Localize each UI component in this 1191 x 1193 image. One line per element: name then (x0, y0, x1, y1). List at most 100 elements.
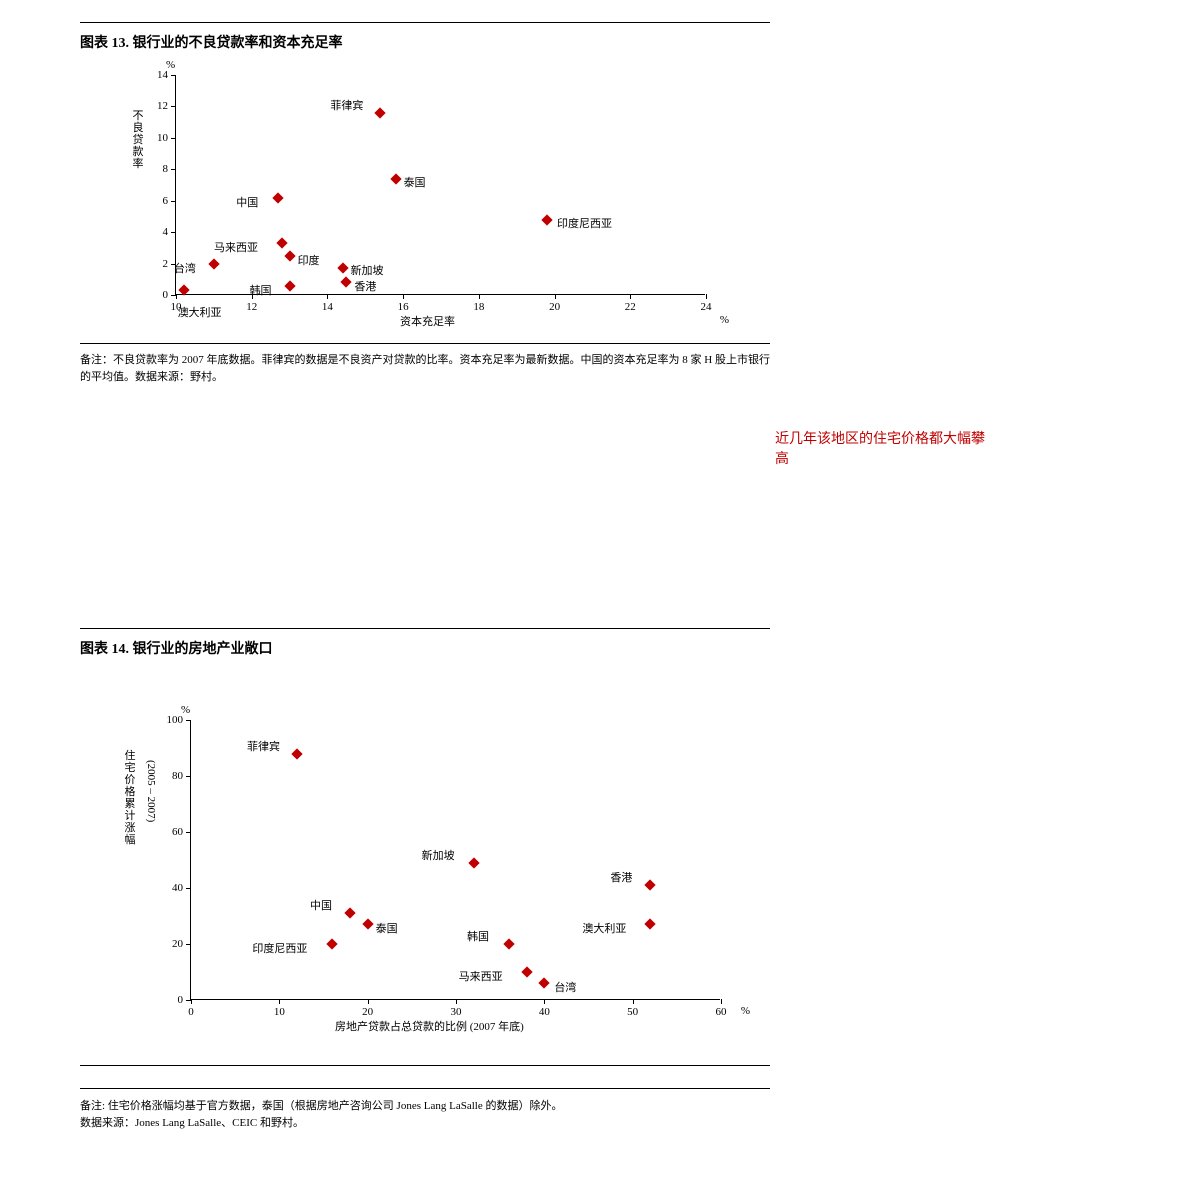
y-tick-label: 8 (163, 163, 169, 175)
y-tick-label: 0 (178, 994, 184, 1006)
x-tick-label: 18 (473, 301, 484, 313)
x-tick-label: 10 (274, 1006, 285, 1018)
data-marker (390, 173, 401, 184)
x-tick-label: 30 (451, 1006, 462, 1018)
y-tick-label: 2 (163, 258, 169, 270)
hr-chart2-bottom2 (80, 1088, 770, 1089)
y-tick (171, 169, 176, 170)
hr-chart2-top (80, 628, 770, 629)
data-label: 中国 (236, 194, 258, 210)
y-tick (186, 720, 191, 721)
y-tick-label: 0 (163, 289, 169, 301)
data-marker (284, 280, 295, 291)
data-marker (541, 214, 552, 225)
chart2-title: 图表 14. 银行业的房地产业敞口 (80, 638, 273, 658)
data-label: 马来西亚 (214, 239, 258, 255)
data-label: 印度 (298, 252, 320, 268)
data-marker (375, 107, 386, 118)
data-label: 新加坡 (351, 262, 384, 278)
x-tick-label: 22 (625, 301, 636, 313)
data-label: 澳大利亚 (582, 920, 626, 936)
x-tick (456, 999, 457, 1004)
chart1-ylabel: 不良贷款率 (132, 110, 144, 170)
x-tick-label: 0 (188, 1006, 194, 1018)
x-tick (191, 999, 192, 1004)
hr-chart1-bottom (80, 343, 770, 344)
chart1-title: 图表 13. 银行业的不良贷款率和资本充足率 (80, 32, 343, 52)
x-tick-label: 16 (398, 301, 409, 313)
x-tick-label: 60 (716, 1006, 727, 1018)
data-marker (178, 285, 189, 296)
data-label: 台湾 (174, 260, 196, 276)
data-marker (276, 237, 287, 248)
chart1-plot: % % 101214161820222402468101214澳大利亚台湾中国马… (175, 75, 705, 295)
chart2-ylabel-sub: (2005 – 2007) (145, 760, 157, 822)
y-tick-label: 6 (163, 195, 169, 207)
chart2-footnote: 备注: 住宅价格涨幅均基于官方数据，泰国（根据房地产咨询公司 Jones Lan… (80, 1098, 770, 1131)
y-tick-label: 60 (172, 826, 183, 838)
data-marker (645, 880, 656, 891)
y-tick (186, 776, 191, 777)
y-tick-label: 20 (172, 938, 183, 950)
y-tick (171, 106, 176, 107)
data-marker (208, 258, 219, 269)
data-label: 印度尼西亚 (557, 215, 612, 231)
x-tick-label: 50 (627, 1006, 638, 1018)
data-label: 中国 (310, 897, 332, 913)
y-tick-label: 40 (172, 882, 183, 894)
chart1-xlabel: 资本充足率 (400, 313, 455, 329)
data-marker (521, 966, 532, 977)
data-label: 马来西亚 (459, 968, 503, 984)
x-tick (555, 294, 556, 299)
x-tick (279, 999, 280, 1004)
data-marker (539, 978, 550, 989)
data-label: 泰国 (376, 920, 398, 936)
data-marker (284, 250, 295, 261)
x-tick (176, 294, 177, 299)
x-tick (706, 294, 707, 299)
data-label: 菲律宾 (330, 97, 363, 113)
data-marker (341, 277, 352, 288)
y-tick (171, 138, 176, 139)
data-marker (362, 919, 373, 930)
hr-chart2-bottom1 (80, 1065, 770, 1066)
y-tick (171, 201, 176, 202)
chart2-ylabel-main: 住宅价格累计涨幅 (124, 750, 136, 846)
chart2-footnote-line2: 数据来源：Jones Lang LaSalle、CEIC 和野村。 (80, 1115, 770, 1132)
data-marker (468, 857, 479, 868)
data-marker (344, 908, 355, 919)
x-tick (630, 294, 631, 299)
data-marker (503, 938, 514, 949)
x-tick (721, 999, 722, 1004)
y-tick-label: 4 (163, 226, 169, 238)
x-tick-label: 24 (701, 301, 712, 313)
x-tick-label: 20 (362, 1006, 373, 1018)
y-tick (186, 832, 191, 833)
data-marker (291, 748, 302, 759)
x-tick-label: 40 (539, 1006, 550, 1018)
chart1-footnote: 备注：不良贷款率为 2007 年底数据。菲律宾的数据是不良资产对贷款的比率。资本… (80, 352, 770, 385)
x-tick (633, 999, 634, 1004)
data-marker (273, 192, 284, 203)
data-label: 新加坡 (422, 847, 455, 863)
data-label: 韩国 (467, 928, 489, 944)
x-tick (479, 294, 480, 299)
y-tick (171, 75, 176, 76)
data-label: 韩国 (250, 282, 272, 298)
y-tick (186, 888, 191, 889)
x-tick-label: 20 (549, 301, 560, 313)
data-label: 香港 (610, 869, 632, 885)
x-tick-label: 14 (322, 301, 333, 313)
data-label: 菲律宾 (247, 738, 280, 754)
hr-chart1-top (80, 22, 770, 23)
chart2-x-unit: % (741, 1005, 750, 1017)
x-tick (403, 294, 404, 299)
chart2-xlabel: 房地产贷款占总贷款的比例 (2007 年底) (335, 1018, 524, 1034)
y-tick-label: 12 (157, 100, 168, 112)
y-tick-label: 10 (157, 132, 168, 144)
data-label: 澳大利亚 (178, 304, 222, 320)
x-tick (368, 999, 369, 1004)
x-tick-label: 12 (246, 301, 257, 313)
y-tick (171, 232, 176, 233)
y-tick (171, 295, 176, 296)
